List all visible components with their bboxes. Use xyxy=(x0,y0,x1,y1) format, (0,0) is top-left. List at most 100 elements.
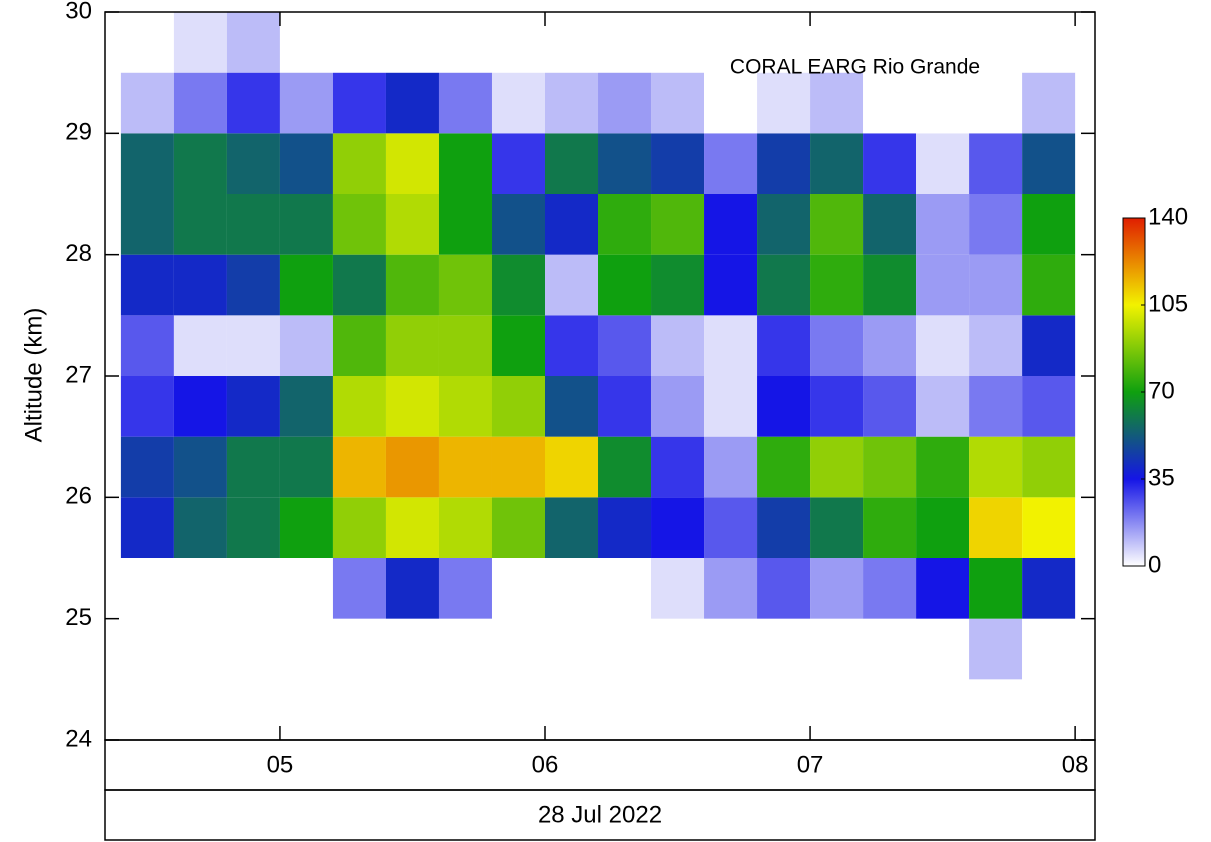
heat-cell xyxy=(226,679,280,740)
heat-cell xyxy=(1022,194,1076,255)
heat-cell xyxy=(757,558,811,619)
heat-cell xyxy=(438,194,492,255)
heat-cell xyxy=(491,133,545,194)
heat-cell xyxy=(279,436,333,498)
heat-cell xyxy=(545,194,599,255)
heat-cell xyxy=(438,133,492,194)
heat-cell xyxy=(863,497,917,558)
heat-cell xyxy=(969,133,1023,194)
heat-cell xyxy=(438,376,492,437)
heat-cell xyxy=(545,315,599,376)
heat-cell xyxy=(332,558,386,619)
heat-cell xyxy=(704,497,758,558)
heat-cell xyxy=(651,679,705,740)
heat-cell xyxy=(385,12,439,73)
heat-cell xyxy=(1022,436,1076,498)
heat-cell xyxy=(969,254,1023,316)
heat-cell xyxy=(120,558,174,619)
heat-cell xyxy=(598,618,652,680)
heat-cell xyxy=(757,12,811,73)
heat-cell xyxy=(332,194,386,255)
heat-cell xyxy=(810,618,864,680)
heat-cell xyxy=(704,618,758,680)
heat-cell xyxy=(332,618,386,680)
heat-cell xyxy=(173,254,227,316)
heat-cell xyxy=(438,254,492,316)
heat-cell xyxy=(1022,618,1076,680)
heat-cell xyxy=(332,254,386,316)
heat-cell xyxy=(332,12,386,73)
heat-cell xyxy=(545,72,599,134)
heat-cell xyxy=(863,679,917,740)
heat-cell xyxy=(651,558,705,619)
heat-cell xyxy=(173,558,227,619)
heat-cell xyxy=(810,436,864,498)
heat-cell xyxy=(173,618,227,680)
heat-cell xyxy=(279,12,333,73)
heat-cell xyxy=(969,497,1023,558)
heat-cell xyxy=(491,12,545,73)
heat-cell xyxy=(916,679,970,740)
heat-cell xyxy=(173,72,227,134)
heat-cell xyxy=(969,436,1023,498)
heat-cell xyxy=(916,376,970,437)
heat-cell xyxy=(545,618,599,680)
heat-cell xyxy=(332,436,386,498)
heat-cell xyxy=(969,72,1023,134)
heat-cell xyxy=(332,315,386,376)
heat-cell xyxy=(545,558,599,619)
heat-cell xyxy=(810,558,864,619)
colorbar-label: 0 xyxy=(1148,551,1161,578)
heat-cell xyxy=(969,679,1023,740)
heat-cell xyxy=(491,618,545,680)
colorbar-label: 105 xyxy=(1148,290,1188,317)
heat-cell xyxy=(120,12,174,73)
x-tick-label: 08 xyxy=(1062,751,1089,778)
heat-cell xyxy=(545,436,599,498)
heat-cell xyxy=(226,133,280,194)
heat-cell xyxy=(704,194,758,255)
heat-cell xyxy=(173,194,227,255)
chart-title: CORAL EARG Rio Grande xyxy=(730,56,980,79)
heat-cell xyxy=(651,133,705,194)
heat-cell xyxy=(916,436,970,498)
heat-cell xyxy=(598,72,652,134)
heat-cell xyxy=(545,133,599,194)
heat-cell xyxy=(916,72,970,134)
colorbar-label: 70 xyxy=(1148,377,1175,404)
heat-cell xyxy=(863,72,917,134)
heat-cell xyxy=(279,376,333,437)
heat-cell xyxy=(545,12,599,73)
heatmap xyxy=(120,12,1076,740)
heat-cell xyxy=(704,436,758,498)
heat-cell xyxy=(757,376,811,437)
x-tick-label: 05 xyxy=(267,751,294,778)
heat-cell xyxy=(757,679,811,740)
heat-cell xyxy=(545,376,599,437)
heat-cell xyxy=(863,618,917,680)
heat-cell xyxy=(757,497,811,558)
heat-cell xyxy=(173,376,227,437)
heat-cell xyxy=(810,376,864,437)
heat-cell xyxy=(704,254,758,316)
y-tick-label: 29 xyxy=(65,119,92,146)
heat-cell xyxy=(332,679,386,740)
heat-cell xyxy=(969,558,1023,619)
heat-cell xyxy=(332,376,386,437)
heat-cell xyxy=(545,679,599,740)
heat-cell xyxy=(173,133,227,194)
heat-cell xyxy=(279,72,333,134)
heat-cell xyxy=(173,679,227,740)
heat-cell xyxy=(598,12,652,73)
heat-cell xyxy=(279,679,333,740)
heat-cell xyxy=(173,315,227,376)
heat-cell xyxy=(651,436,705,498)
heat-cell xyxy=(545,497,599,558)
heat-cell xyxy=(279,618,333,680)
heat-cell xyxy=(916,12,970,73)
heat-cell xyxy=(651,194,705,255)
heat-cell xyxy=(916,558,970,619)
heat-cell xyxy=(332,72,386,134)
date-label: 28 Jul 2022 xyxy=(538,801,662,828)
heat-cell xyxy=(385,315,439,376)
